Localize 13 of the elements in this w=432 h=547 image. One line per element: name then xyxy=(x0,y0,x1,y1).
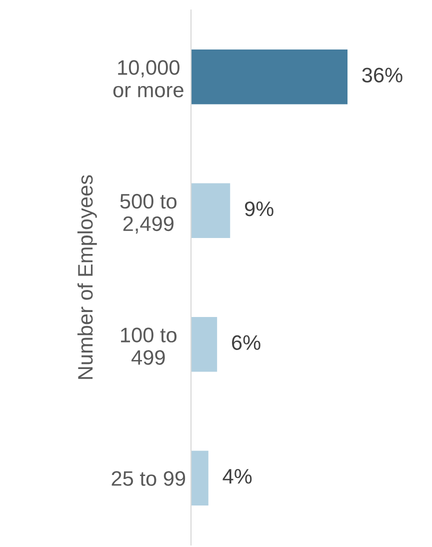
data-label: 36% xyxy=(362,68,402,82)
y-tick-label: 10,000 or more xyxy=(113,60,184,98)
bar xyxy=(191,49,348,104)
bar xyxy=(191,450,208,506)
y-tick-label: 500 to 2,499 xyxy=(120,194,176,234)
data-label: 9% xyxy=(244,201,274,216)
bar xyxy=(191,316,218,372)
y-axis-title: Number of Employees xyxy=(77,175,97,379)
data-label: 6% xyxy=(232,335,260,350)
data-label: 4% xyxy=(222,469,252,484)
y-tick-label: 25 to 99 xyxy=(112,471,186,486)
bar xyxy=(191,183,230,238)
y-tick-label: 100 to 499 xyxy=(121,328,176,365)
